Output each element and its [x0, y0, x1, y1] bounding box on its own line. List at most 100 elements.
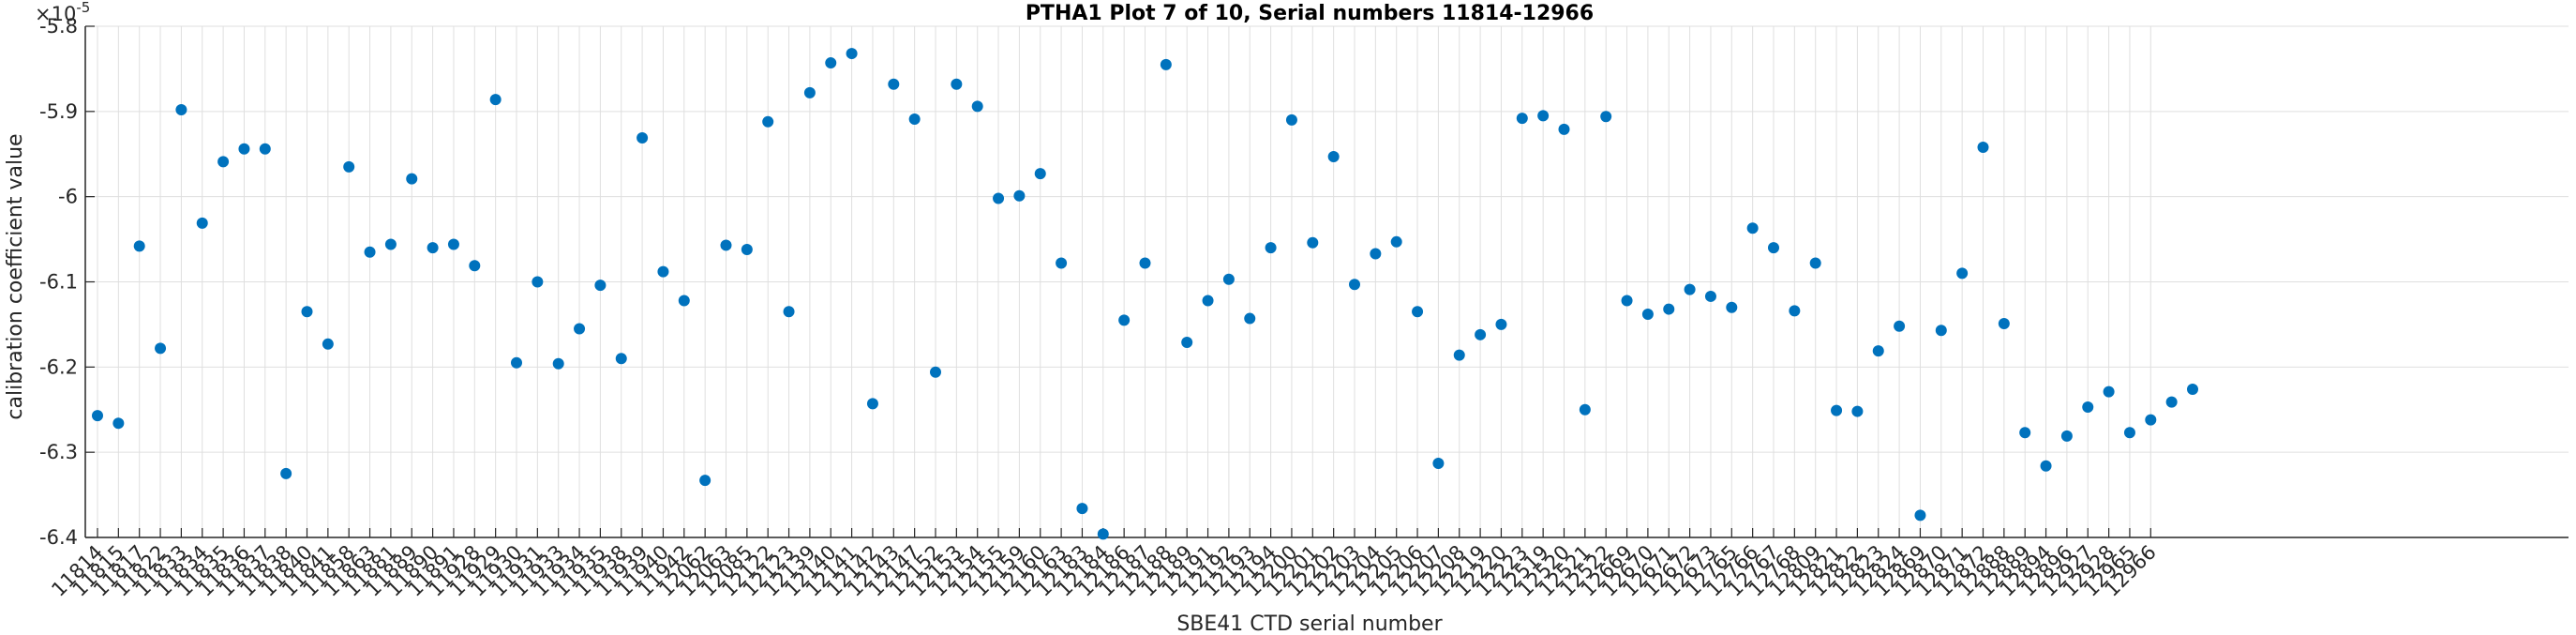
- data-point: [1684, 283, 1696, 295]
- y-tick-label: -6.3: [39, 441, 78, 463]
- data-point: [2145, 414, 2157, 426]
- data-point: [112, 417, 125, 430]
- y-axis-exponent-power: -5: [76, 0, 90, 16]
- data-point: [1851, 405, 1864, 417]
- data-point: [657, 265, 669, 278]
- data-point: [1244, 312, 1256, 325]
- data-point: [720, 239, 732, 251]
- data-point: [1097, 528, 1109, 540]
- y-tick-label: -6: [58, 186, 78, 208]
- data-point: [993, 192, 1005, 204]
- data-point: [1349, 279, 1360, 291]
- data-point: [1872, 345, 1884, 357]
- data-point: [594, 280, 607, 292]
- data-point: [1181, 336, 1193, 348]
- data-point: [888, 78, 900, 90]
- data-point: [1726, 301, 1738, 313]
- data-point: [1789, 305, 1801, 317]
- data-point: [1956, 267, 1969, 280]
- data-point: [1746, 222, 1759, 234]
- data-point: [615, 353, 627, 365]
- y-tick-label: -6.1: [39, 271, 78, 294]
- data-point: [1453, 349, 1465, 361]
- data-point: [469, 260, 481, 272]
- data-point: [1600, 111, 1612, 123]
- data-point: [552, 357, 564, 370]
- data-point: [217, 156, 230, 168]
- data-point: [637, 131, 649, 144]
- data-point: [930, 366, 941, 378]
- data-point: [364, 246, 376, 258]
- data-point: [1621, 295, 1633, 307]
- chart-title: PTHA1 Plot 7 of 10, Serial numbers 11814…: [1026, 2, 1594, 25]
- data-point: [1704, 290, 1716, 302]
- data-point: [825, 57, 837, 69]
- data-point: [92, 410, 103, 422]
- y-tick-label: -6.2: [39, 355, 78, 378]
- data-point: [301, 306, 313, 318]
- data-point: [741, 243, 753, 255]
- data-point: [2060, 430, 2073, 442]
- data-point: [866, 398, 878, 410]
- data-point: [322, 338, 334, 350]
- data-point: [238, 143, 250, 155]
- data-point: [1327, 150, 1340, 162]
- y-axis-exponent-base: ×10: [35, 3, 76, 25]
- data-point: [1894, 320, 1906, 332]
- data-point: [699, 475, 711, 487]
- data-point: [574, 323, 586, 335]
- data-point: [1998, 318, 2010, 330]
- data-point: [2082, 401, 2094, 414]
- data-point: [1809, 257, 1821, 269]
- data-point: [1013, 189, 1026, 202]
- data-point: [259, 143, 271, 155]
- axes: [84, 25, 2569, 538]
- data-point: [1139, 257, 1151, 269]
- data-point: [1641, 309, 1654, 321]
- data-point: [511, 356, 522, 369]
- y-tick-labels: -6.4 -6.3 -6.2 -6.1 -6 -5.9 -5.8: [39, 15, 78, 549]
- y-tick-label: -6.4: [39, 526, 78, 549]
- data-point: [1118, 314, 1131, 326]
- data-point: [1663, 303, 1675, 315]
- data-point: [1076, 503, 1088, 515]
- data-point: [1537, 110, 1550, 122]
- y-axis-label: calibration coefficient value: [4, 133, 27, 419]
- data-point: [1370, 248, 1382, 260]
- grid-lines: [85, 25, 2569, 538]
- data-point: [783, 306, 795, 318]
- data-point: [1579, 403, 1591, 416]
- data-point: [196, 217, 208, 229]
- data-point: [489, 94, 502, 106]
- data-point: [1412, 306, 1424, 318]
- data-point: [678, 295, 690, 307]
- data-point: [1390, 235, 1402, 248]
- data-point: [2165, 396, 2178, 408]
- data-point: [2187, 383, 2198, 395]
- data-point: [1475, 328, 1487, 340]
- x-axis-label: SBE41 CTD serial number: [1176, 612, 1443, 635]
- data-point: [1558, 123, 1570, 135]
- data-point: [1831, 404, 1843, 416]
- y-tick-label: -5.8: [39, 15, 78, 38]
- data-point: [447, 238, 459, 250]
- data-point: [1432, 457, 1445, 469]
- data-point: [406, 173, 418, 185]
- data-point: [1516, 113, 1528, 125]
- data-point: [1977, 141, 1989, 153]
- data-point: [846, 48, 858, 60]
- data-point: [1768, 242, 1779, 254]
- data-point: [1265, 242, 1277, 254]
- data-point: [951, 78, 963, 90]
- data-point: [532, 276, 544, 288]
- x-tick-labels: 1181411815118171182211833118341183511836…: [47, 541, 2161, 601]
- data-point: [1222, 273, 1235, 285]
- data-point: [2123, 427, 2135, 439]
- data-point: [1160, 58, 1172, 70]
- data-point: [2040, 460, 2052, 472]
- data-point: [175, 104, 187, 116]
- data-point: [1202, 295, 1214, 307]
- data-point: [762, 115, 774, 128]
- data-point: [280, 467, 292, 479]
